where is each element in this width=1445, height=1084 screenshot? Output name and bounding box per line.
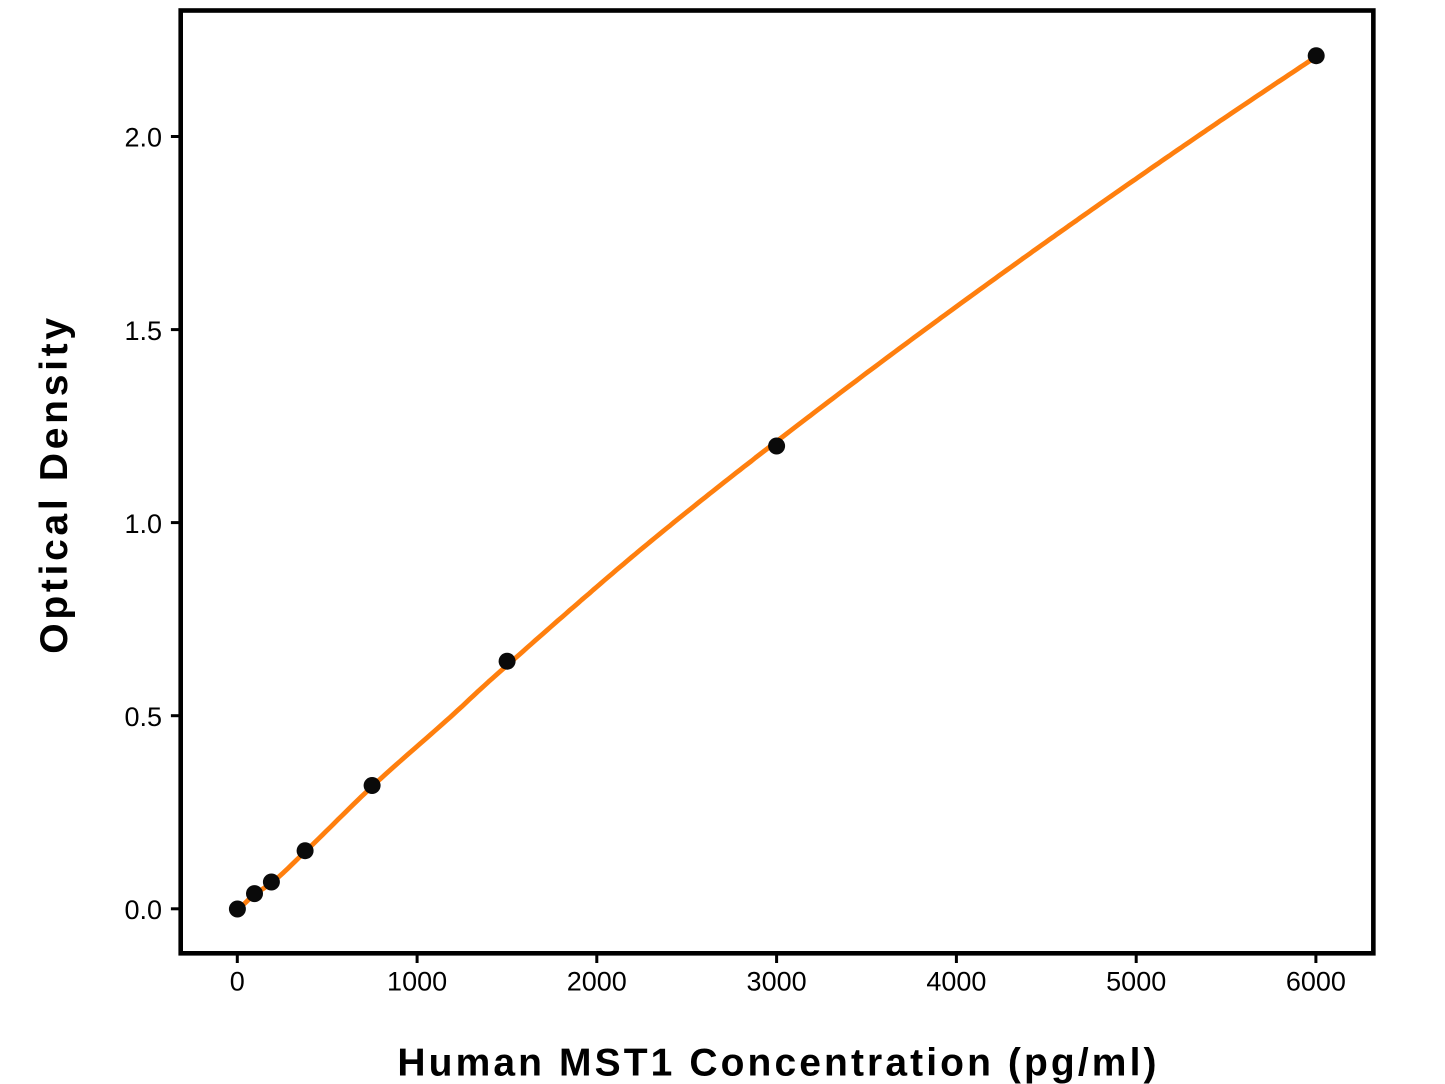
svg-text:0.5: 0.5 [124,702,162,732]
svg-text:Optical Density: Optical Density [33,314,76,653]
svg-text:5000: 5000 [1106,967,1166,997]
svg-text:2.0: 2.0 [124,123,162,153]
svg-text:6000: 6000 [1286,967,1346,997]
svg-text:1000: 1000 [387,967,447,997]
svg-text:3000: 3000 [747,967,807,997]
svg-text:0.0: 0.0 [124,895,162,925]
svg-text:4000: 4000 [926,967,986,997]
svg-text:2000: 2000 [567,967,627,997]
svg-text:1.0: 1.0 [124,509,162,539]
svg-text:1.5: 1.5 [124,316,162,346]
svg-text:Human MST1 Concentration (pg/m: Human MST1 Concentration (pg/ml) [397,1041,1159,1084]
svg-text:0: 0 [230,967,245,997]
